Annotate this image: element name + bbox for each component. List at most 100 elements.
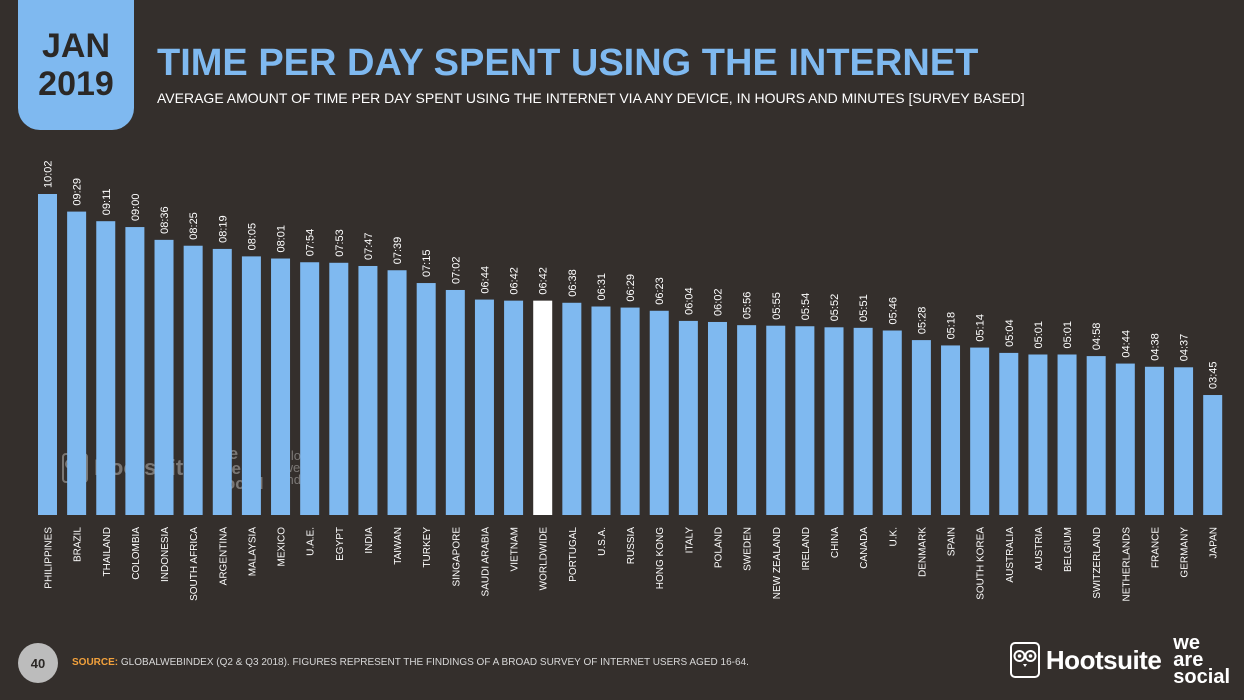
category-label: NEW ZEALAND	[772, 527, 783, 599]
page-number: 40	[18, 643, 58, 683]
value-label: 06:42	[509, 267, 521, 295]
category-label: TAIWAN	[393, 527, 404, 565]
value-label: 05:28	[916, 307, 928, 335]
bar-belgium	[1057, 354, 1077, 515]
value-label: 06:29	[625, 274, 637, 302]
source-text: GLOBALWEBINDEX (Q2 & Q3 2018). FIGURES R…	[120, 657, 749, 668]
value-label: 08:01	[276, 225, 288, 253]
value-label: 08:36	[159, 206, 171, 234]
category-label: TURKEY	[422, 527, 433, 568]
category-label: SINGAPORE	[451, 527, 462, 587]
bar-philippines	[38, 194, 57, 515]
category-label: BRAZIL	[73, 527, 84, 562]
bar-thailand	[96, 221, 116, 516]
bar-hong-kong	[649, 310, 669, 515]
value-label: 05:04	[1004, 319, 1016, 347]
value-label: 08:25	[188, 212, 200, 240]
badge-month: JAN	[41, 27, 111, 65]
bar-u-s-a	[591, 306, 611, 515]
date-badge: JAN 2019	[18, 0, 134, 130]
category-label: SAUDI ARABIA	[480, 527, 491, 597]
value-label: 09:00	[130, 194, 142, 222]
source-label: SOURCE:	[72, 657, 119, 668]
category-label: SPAIN	[947, 527, 958, 556]
bar-u-k	[882, 330, 902, 515]
bar-south-africa	[183, 245, 203, 515]
bar-switzerland	[1086, 356, 1106, 515]
badge-year: 2019	[38, 65, 114, 103]
bar-china	[824, 327, 844, 515]
category-label: SWEDEN	[743, 527, 754, 571]
wearesocial-we: we	[1173, 631, 1200, 654]
bar-portugal	[562, 302, 582, 515]
value-label: 04:38	[1149, 333, 1161, 361]
page-title: TIME PER DAY SPENT USING THE INTERNET	[157, 42, 979, 84]
value-label: 05:01	[1033, 321, 1045, 349]
bar-netherlands	[1115, 363, 1135, 515]
bar-mexico	[271, 258, 291, 515]
bar-colombia	[125, 227, 145, 515]
value-label: 07:53	[334, 229, 346, 257]
bar-u-a-e	[300, 262, 320, 515]
value-label: 10:02	[43, 160, 55, 188]
value-label: 06:44	[479, 266, 491, 294]
bar-germany	[1174, 367, 1194, 515]
value-label: 05:14	[975, 314, 987, 342]
bar-sweden	[737, 325, 757, 515]
value-label: 06:23	[654, 277, 666, 305]
category-label: INDIA	[364, 527, 375, 554]
value-label: 06:38	[567, 269, 579, 297]
category-label: JAPAN	[1209, 527, 1220, 559]
category-label: U.A.E.	[306, 527, 317, 556]
value-label: 05:54	[800, 293, 812, 321]
category-label: PORTUGAL	[568, 527, 579, 582]
bar-india	[358, 265, 378, 515]
wearesocial-logo: we are social	[1173, 631, 1230, 687]
owl-icon	[1009, 642, 1040, 678]
hootsuite-text: Hootsuite	[1045, 644, 1162, 675]
category-label: ITALY	[684, 527, 695, 554]
category-label: FRANCE	[1150, 527, 1161, 568]
value-label: 05:55	[771, 292, 783, 320]
category-label: INDONESIA	[160, 527, 171, 582]
value-label: 07:39	[392, 237, 404, 265]
value-label: 06:02	[712, 288, 724, 316]
value-label: 08:05	[246, 223, 258, 251]
category-label: SOUTH AFRICA	[189, 527, 200, 601]
bar-canada	[853, 327, 873, 515]
category-label: WORLDWIDE	[539, 527, 550, 591]
category-label: MALAYSIA	[247, 527, 258, 577]
bar-brazil	[67, 211, 87, 515]
bar-japan	[1203, 395, 1223, 515]
bar-spain	[941, 345, 961, 515]
brand-logos: Hootsuite we are social	[1009, 631, 1230, 688]
bar-vietnam	[504, 300, 524, 515]
bar-worldwide	[533, 300, 553, 515]
category-label: DENMARK	[917, 527, 928, 577]
wearesocial-are: are	[1173, 648, 1204, 671]
bar-turkey	[416, 283, 436, 515]
value-label: 06:04	[683, 287, 695, 315]
category-label: VIETNAM	[510, 527, 521, 571]
hootsuite-logo: Hootsuite	[1009, 642, 1162, 678]
bar-ireland	[795, 326, 815, 515]
bar-new-zealand	[766, 325, 786, 515]
value-label: 04:58	[1091, 323, 1103, 351]
category-label: GERMANY	[1180, 527, 1191, 578]
value-label: 06:31	[596, 273, 608, 301]
value-label: 05:56	[742, 292, 754, 320]
value-label: 05:51	[858, 294, 870, 322]
bar-egypt	[329, 262, 349, 515]
category-label: AUSTRALIA	[1005, 527, 1016, 583]
category-label: U.S.A.	[597, 527, 608, 556]
category-label: AUSTRIA	[1034, 527, 1045, 571]
value-label: 05:52	[829, 294, 841, 322]
category-label: HONG KONG	[655, 527, 666, 589]
bar-saudi-arabia	[474, 299, 494, 515]
bar-argentina	[212, 248, 232, 515]
category-label: EGYPT	[335, 527, 346, 561]
bar-taiwan	[387, 270, 407, 515]
category-label: MEXICO	[277, 527, 288, 567]
category-label: POLAND	[713, 527, 724, 568]
bar-indonesia	[154, 239, 174, 515]
